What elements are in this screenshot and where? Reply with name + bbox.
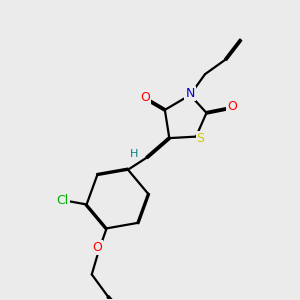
Text: O: O (141, 92, 151, 104)
Text: S: S (196, 132, 205, 145)
Text: O: O (92, 241, 102, 254)
Text: O: O (227, 100, 237, 113)
Text: N: N (185, 87, 195, 100)
Text: H: H (130, 149, 138, 160)
Text: Cl: Cl (57, 194, 69, 206)
